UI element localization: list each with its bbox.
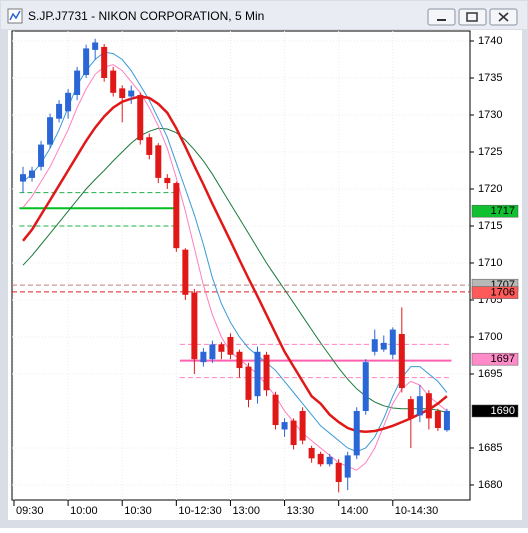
candle-body (227, 336, 234, 355)
candle-body (56, 103, 63, 119)
candle-body (389, 329, 396, 355)
candle-body (398, 334, 405, 389)
candle-body (245, 366, 252, 400)
candle-body (155, 145, 162, 178)
candle-body (38, 144, 45, 167)
y-tick-label: 1735 (478, 72, 502, 84)
candle-body (65, 92, 72, 112)
candle-body (425, 393, 432, 419)
candle-body (173, 183, 180, 249)
candle-body (281, 422, 288, 430)
price-label-box (471, 352, 519, 366)
y-tick-label: 1685 (478, 442, 502, 454)
candle-body (362, 362, 369, 411)
moving-average-line (22, 64, 448, 471)
candle-body (101, 46, 108, 78)
restore-glyph (466, 12, 478, 22)
y-tick-label: 1695 (478, 368, 502, 380)
candle-body (317, 453, 324, 465)
price-label: 1690 (491, 405, 515, 417)
candle-body (218, 344, 225, 352)
candle-body (137, 95, 144, 141)
x-tick-label: 14:00 (341, 505, 369, 517)
y-tick-label: 1680 (478, 479, 502, 491)
candle-body (182, 249, 189, 295)
candle-body (254, 351, 261, 397)
candle-body (29, 170, 36, 178)
price-label: 1706 (491, 286, 515, 298)
moving-average-line (22, 51, 448, 453)
candle-body (344, 455, 351, 478)
candle-body (380, 342, 387, 350)
x-tick-label: 13:30 (287, 505, 315, 517)
y-tick-label: 1710 (478, 257, 502, 269)
candle-body (434, 410, 441, 428)
candle-body (263, 354, 270, 391)
candle-body (92, 42, 99, 50)
candle-body (416, 396, 423, 416)
plot: 1680168516951700170517101715172017251730… (12, 31, 519, 517)
window-icon-glyph (9, 10, 21, 21)
candle-body (200, 351, 207, 363)
candle-body (20, 174, 27, 182)
y-tick-label: 1725 (478, 146, 502, 158)
candle-body (371, 339, 378, 352)
candle-body (299, 410, 306, 441)
candle-body (443, 410, 450, 431)
moving-average-line (22, 127, 448, 413)
x-tick-label: 10-14:30 (395, 505, 438, 517)
candle-body (272, 394, 279, 426)
candle-body (290, 420, 297, 446)
candle-body (74, 70, 81, 96)
y-tick-label: 1720 (478, 183, 502, 195)
window-title: S.JP.J7731 - NIKON CORPORATION, 5 Min (28, 9, 264, 23)
minimize-button[interactable] (427, 8, 456, 26)
candle-body (326, 456, 333, 465)
price-label-box (471, 286, 519, 299)
x-tick-label: 10:00 (70, 505, 98, 517)
candle-body (128, 90, 135, 97)
y-tick-label: 1715 (478, 220, 502, 232)
candle-body (47, 117, 54, 145)
price-label: 1717 (491, 205, 515, 217)
candle-body (353, 410, 360, 456)
restore-button[interactable] (458, 8, 487, 26)
candle-body (164, 177, 171, 184)
candle-body (236, 351, 243, 369)
candle-body (191, 292, 198, 360)
price-label-box (471, 204, 519, 218)
x-tick-label: 09:30 (16, 505, 44, 517)
candle-body (146, 137, 153, 155)
y-tick-label: 1700 (478, 331, 502, 343)
candle-body (119, 88, 126, 98)
candle-body (110, 70, 117, 93)
x-tick-label: 10:30 (124, 505, 152, 517)
moving-average-line (22, 95, 448, 433)
candle-body (308, 447, 315, 459)
candle-body (209, 344, 216, 360)
x-tick-label: 10-12:30 (178, 505, 221, 517)
close-glyph (498, 12, 509, 22)
candle-body (83, 48, 90, 76)
price-label: 1697 (491, 353, 515, 365)
candle-body (407, 399, 414, 419)
candle-body (335, 462, 342, 483)
y-tick-label: 1730 (478, 109, 502, 121)
x-tick-label: 13:00 (232, 505, 260, 517)
price-label-box (471, 404, 519, 418)
y-tick-label: 1740 (478, 35, 502, 47)
